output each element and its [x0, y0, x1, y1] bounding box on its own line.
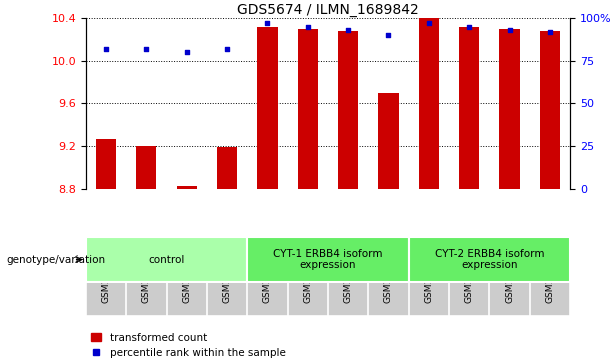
Bar: [378, 93, 398, 189]
Text: CYT-2 ERBB4 isoform
expression: CYT-2 ERBB4 isoform expression: [435, 249, 544, 270]
Text: genotype/variation: genotype/variation: [6, 254, 105, 265]
Point: [101, 46, 111, 52]
Point: [182, 49, 192, 55]
Bar: [86, 237, 247, 282]
Point: [504, 27, 514, 33]
Bar: [338, 31, 358, 189]
Bar: [540, 31, 560, 189]
Point: [464, 24, 474, 30]
Text: GSM1380134: GSM1380134: [384, 242, 393, 303]
Text: GSM1380127: GSM1380127: [263, 242, 272, 303]
Bar: [247, 237, 409, 282]
Point: [384, 32, 394, 38]
Point: [142, 46, 151, 52]
Point: [343, 27, 353, 33]
Bar: [177, 185, 197, 189]
Text: CYT-1 ERBB4 isoform
expression: CYT-1 ERBB4 isoform expression: [273, 249, 383, 270]
Point: [303, 24, 313, 30]
Point: [222, 46, 232, 52]
Bar: [419, 18, 439, 189]
Text: GSM1380130: GSM1380130: [465, 242, 474, 303]
Point: [262, 20, 272, 26]
Title: GDS5674 / ILMN_1689842: GDS5674 / ILMN_1689842: [237, 3, 419, 17]
Text: GSM1380126: GSM1380126: [142, 242, 151, 303]
Bar: [257, 27, 278, 189]
Bar: [459, 27, 479, 189]
Text: GSM1380131: GSM1380131: [182, 242, 191, 303]
Text: GSM1380128: GSM1380128: [303, 242, 312, 303]
Bar: [217, 147, 237, 189]
Point: [545, 29, 555, 35]
Bar: [500, 29, 520, 189]
Text: control: control: [148, 254, 185, 265]
Bar: [298, 29, 318, 189]
Text: GSM1380136: GSM1380136: [546, 242, 554, 303]
Bar: [409, 237, 570, 282]
Bar: [136, 146, 156, 189]
Legend: transformed count, percentile rank within the sample: transformed count, percentile rank withi…: [91, 333, 286, 358]
Text: GSM1380129: GSM1380129: [424, 242, 433, 303]
Text: GSM1380133: GSM1380133: [344, 242, 352, 303]
Text: GSM1380132: GSM1380132: [223, 242, 232, 303]
Text: GSM1380125: GSM1380125: [102, 242, 110, 303]
Text: GSM1380135: GSM1380135: [505, 242, 514, 303]
Bar: [96, 139, 116, 189]
Point: [424, 20, 434, 26]
